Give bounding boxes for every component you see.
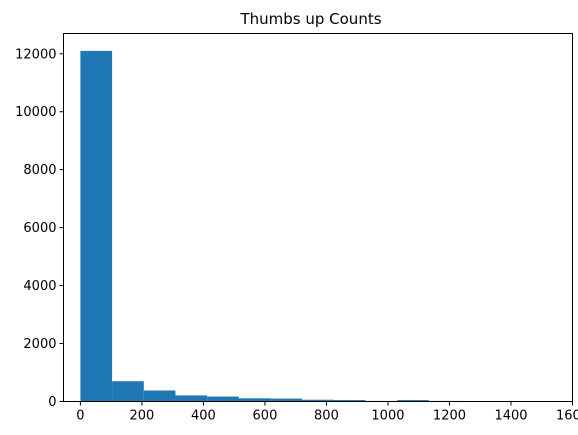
x-tick-label-6: 1200 <box>433 409 466 424</box>
x-tick-label-1: 200 <box>130 409 155 424</box>
histogram-bar-10 <box>397 400 429 402</box>
chart-title: Thumbs up Counts <box>239 10 381 28</box>
histogram-bar-2 <box>143 390 176 402</box>
x-tick-label-8: 1600 <box>556 409 578 424</box>
x-tick-label-3: 600 <box>253 409 278 424</box>
histogram-bar-5 <box>238 398 271 402</box>
y-tick-label-0: 0 <box>48 395 56 410</box>
y-tick-label-6: 12000 <box>15 47 56 62</box>
histogram-bar-3 <box>175 395 208 402</box>
x-tick-label-7: 1400 <box>494 409 527 424</box>
histogram-bar-1 <box>112 381 144 402</box>
x-tick-label-2: 400 <box>191 409 216 424</box>
histogram-bar-6 <box>270 398 303 402</box>
bars-group <box>80 50 556 402</box>
y-tick-label-5: 10000 <box>15 105 56 120</box>
histogram-bar-4 <box>207 396 239 402</box>
histogram-bar-8 <box>333 400 366 402</box>
x-tick-label-5: 1000 <box>371 409 404 424</box>
x-axis-ticks: 0 200 400 600 800 1000 1200 1400 1600 <box>76 401 578 424</box>
plot-frame <box>63 33 573 402</box>
histogram-bar-7 <box>302 399 334 402</box>
histogram-bar-0 <box>80 50 113 402</box>
x-tick-label-0: 0 <box>76 409 84 424</box>
x-tick-label-4: 800 <box>314 409 339 424</box>
y-tick-label-4: 8000 <box>23 163 56 178</box>
y-tick-label-3: 6000 <box>23 221 56 236</box>
y-axis-ticks: 0 2000 4000 6000 8000 10000 12000 <box>15 47 64 410</box>
y-tick-label-2: 4000 <box>23 279 56 294</box>
y-tick-label-1: 2000 <box>23 337 56 352</box>
